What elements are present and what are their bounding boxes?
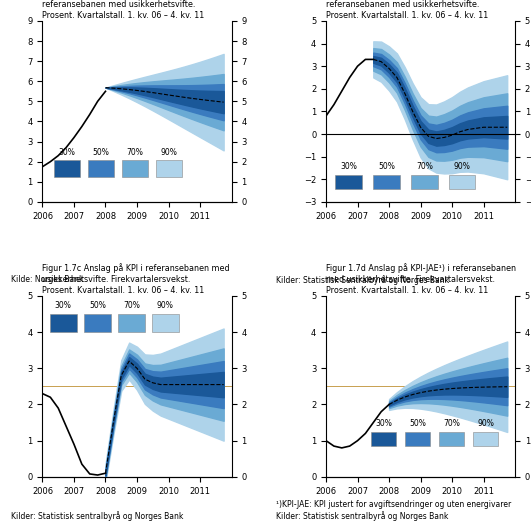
Text: 90%: 90% bbox=[477, 419, 494, 428]
Text: 50%: 50% bbox=[409, 419, 426, 428]
Bar bbox=[449, 174, 475, 189]
Bar bbox=[84, 314, 110, 332]
Bar bbox=[411, 174, 438, 189]
Text: 90%: 90% bbox=[157, 301, 174, 310]
Text: 70%: 70% bbox=[416, 162, 433, 171]
Text: 50%: 50% bbox=[378, 162, 395, 171]
Bar bbox=[88, 160, 114, 177]
Bar bbox=[156, 160, 182, 177]
Text: Kilde: Norges Bank: Kilde: Norges Bank bbox=[11, 275, 83, 284]
Text: 30%: 30% bbox=[375, 419, 392, 428]
Text: 90%: 90% bbox=[453, 162, 470, 171]
Text: 70%: 70% bbox=[443, 419, 460, 428]
Text: 30%: 30% bbox=[55, 301, 72, 310]
Bar bbox=[50, 314, 76, 332]
Text: 50%: 50% bbox=[89, 301, 106, 310]
Bar bbox=[373, 174, 400, 189]
Bar bbox=[152, 314, 178, 332]
Text: Figur 1.7d Anslag på KPI-JAE¹) i referansebanen
med usikkerhetsvifte. Firekvarta: Figur 1.7d Anslag på KPI-JAE¹) i referan… bbox=[326, 263, 516, 295]
Text: 30%: 30% bbox=[340, 162, 357, 171]
Bar bbox=[54, 160, 80, 177]
Bar bbox=[406, 432, 430, 446]
Text: ¹)KPI-JAE: KPI justert for avgiftsendringer og uten energivarer
Kilder: Statisti: ¹)KPI-JAE: KPI justert for avgiftsendrin… bbox=[276, 500, 511, 521]
Text: Figur 1.7c Anslag på KPI i referansebanen med
usikkerhetsvifte. Firekvartalersve: Figur 1.7c Anslag på KPI i referansebane… bbox=[42, 263, 230, 295]
Text: 30%: 30% bbox=[58, 148, 75, 157]
Bar bbox=[440, 432, 464, 446]
Text: Figur 1.7b Anslag på produksjonsgapet i
referansebanen med usikkerhetsvifte.
Pro: Figur 1.7b Anslag på produksjonsgapet i … bbox=[326, 0, 489, 20]
Text: 50%: 50% bbox=[92, 148, 109, 157]
Text: Figur 1.7a Anslag på styringsrenten i
referansebanen med usikkerhetsvifte.
Prose: Figur 1.7a Anslag på styringsrenten i re… bbox=[42, 0, 205, 20]
Text: 90%: 90% bbox=[161, 148, 177, 157]
Bar bbox=[118, 314, 144, 332]
Bar bbox=[474, 432, 498, 446]
Bar bbox=[371, 432, 396, 446]
Text: 70%: 70% bbox=[123, 301, 140, 310]
Text: Kilder: Statistisk Sentralbyrå og Norges Bank: Kilder: Statistisk Sentralbyrå og Norges… bbox=[276, 275, 449, 285]
Text: 70%: 70% bbox=[127, 148, 143, 157]
Text: Kilder: Statistisk sentralbyrå og Norges Bank: Kilder: Statistisk sentralbyrå og Norges… bbox=[11, 511, 183, 521]
Bar bbox=[122, 160, 148, 177]
Bar bbox=[336, 174, 362, 189]
